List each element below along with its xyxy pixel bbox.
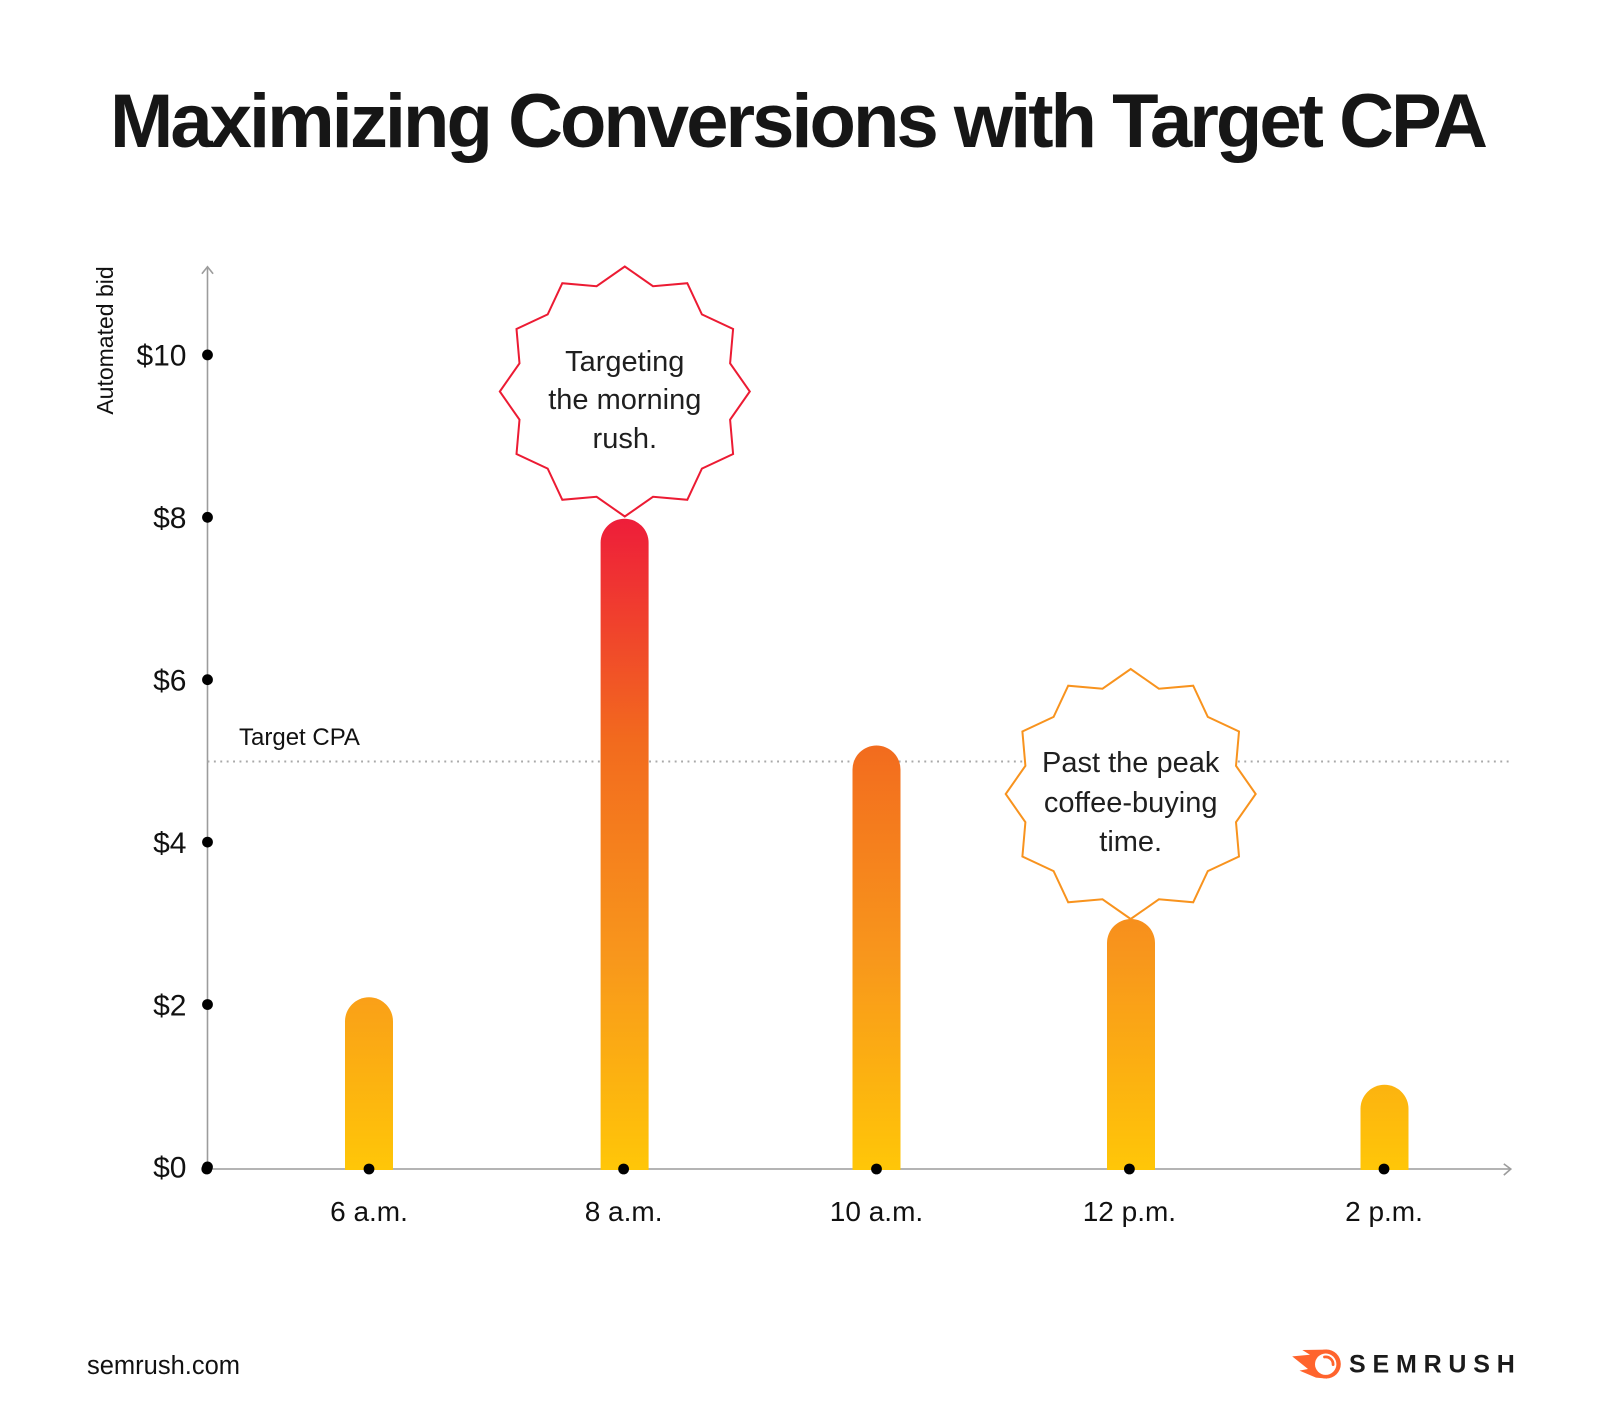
- svg-text:10 a.m.: 10 a.m.: [830, 1196, 923, 1227]
- svg-text:SEMRUSH: SEMRUSH: [1349, 1351, 1522, 1379]
- svg-text:$10: $10: [136, 340, 186, 373]
- svg-text:$4: $4: [153, 827, 186, 860]
- svg-text:$0: $0: [153, 1152, 186, 1185]
- svg-text:$6: $6: [153, 665, 186, 698]
- svg-text:12 p.m.: 12 p.m.: [1083, 1196, 1176, 1227]
- svg-text:semrush.com: semrush.com: [87, 1352, 240, 1380]
- svg-text:2 p.m.: 2 p.m.: [1345, 1196, 1423, 1227]
- svg-text:Maximizing Conversions with Ta: Maximizing Conversions with Target CPA: [110, 79, 1488, 164]
- svg-text:$2: $2: [153, 989, 186, 1022]
- svg-text:rush.: rush.: [593, 423, 657, 455]
- svg-text:coffee-buying: coffee-buying: [1044, 787, 1218, 819]
- svg-text:8 a.m.: 8 a.m.: [585, 1196, 663, 1227]
- svg-text:6 a.m.: 6 a.m.: [330, 1196, 408, 1227]
- svg-text:Past the peak: Past the peak: [1042, 747, 1220, 779]
- svg-text:$8: $8: [153, 502, 186, 535]
- svg-text:time.: time.: [1099, 826, 1162, 858]
- svg-text:Automated bid: Automated bid: [92, 266, 118, 414]
- svg-text:Target CPA: Target CPA: [239, 724, 360, 751]
- svg-text:Targeting: Targeting: [565, 346, 684, 378]
- svg-text:the morning: the morning: [548, 384, 701, 416]
